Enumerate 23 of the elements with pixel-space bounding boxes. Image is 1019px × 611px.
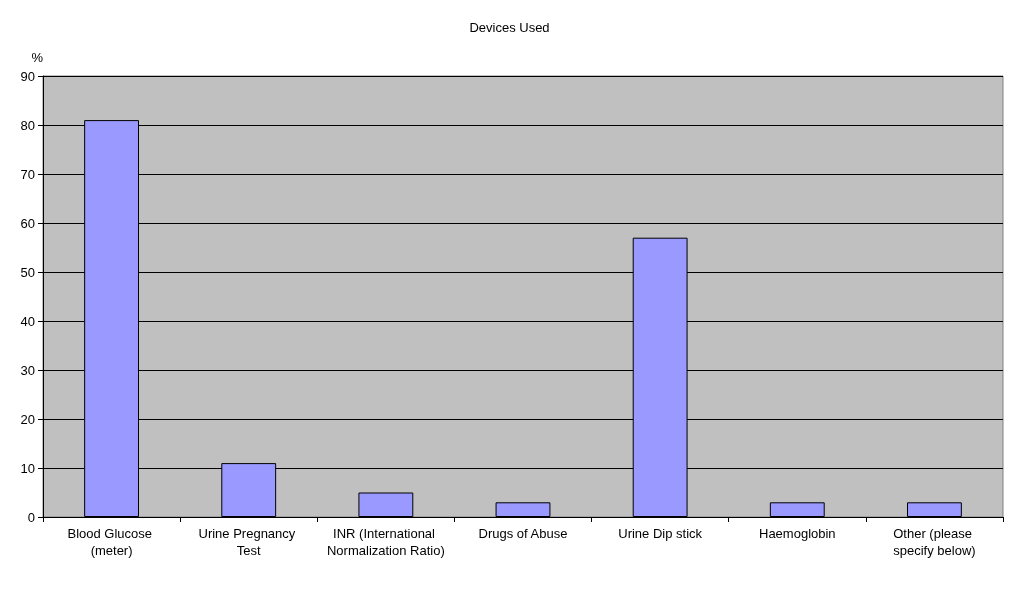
y-axis-title: % [31,50,44,65]
x-tick-label: Urine Pregnancy Test [198,526,299,558]
y-tick-label: 50 [20,264,35,280]
x-tick-label: INR (International Normalization Ratio) [326,526,445,558]
chart-title: Devices Used [469,20,550,35]
x-tick-label: Haemoglobin [758,526,836,541]
y-tick-label: 60 [20,215,35,231]
y-tick-label: 30 [20,362,35,378]
y-tick-label: 70 [20,166,35,182]
y-tick-label: 0 [27,509,35,525]
y-tick-label: 90 [20,68,35,84]
x-tick-label: Blood Glucose (meter) [67,526,156,558]
y-tick-label: 20 [20,411,35,427]
bar [769,502,825,517]
bar [495,502,551,517]
bar [358,492,414,517]
x-tick-label: Drugs of Abuse [478,526,568,541]
y-tick-label: 40 [20,313,35,329]
x-tick-label: Urine Dip stick [618,526,703,541]
y-tick-label: 10 [20,460,35,476]
x-tick-label: Other (please specify below) [893,526,976,558]
bar [907,502,962,517]
y-tick-label: 80 [20,117,35,133]
